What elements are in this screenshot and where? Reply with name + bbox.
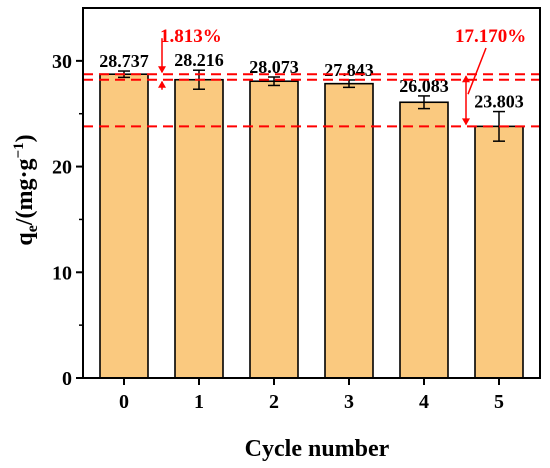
bar-1: [174, 78, 224, 379]
x-tick-label-2: 2: [269, 391, 279, 413]
value-label-2: 28.073: [249, 57, 299, 77]
bar-0: [99, 73, 149, 379]
y-tick-label-10: 10: [52, 262, 72, 284]
bar-3: [324, 82, 374, 379]
reference-lines-layer: [83, 73, 540, 128]
y-axis-title-main: q: [12, 232, 38, 246]
value-label-3: 27.843: [324, 60, 374, 80]
annotation-arrowhead-2-top: [462, 75, 470, 83]
value-label-5: 23.803: [474, 92, 524, 112]
y-tick-label-20: 20: [52, 157, 72, 179]
annotation-label-1: 1.813%: [160, 26, 222, 47]
value-labels-layer: 28.737 28.216 28.073 27.843 26.083 23.803: [99, 50, 524, 111]
y-axis-title: qe/(mg·g−1): [11, 134, 41, 245]
annotation-arrowhead-1-top: [158, 66, 166, 74]
y-axis-title-close: ): [12, 134, 38, 142]
y-axis-title-rest: /(mg·g: [12, 158, 38, 226]
value-label-0: 28.737: [99, 51, 149, 71]
bar-4: [399, 101, 449, 379]
y-axis-title-sup: −1: [11, 142, 27, 158]
bar-5: [474, 125, 524, 379]
annotation-label-2: 17.170%: [455, 26, 526, 47]
y-tick-label-0: 0: [62, 368, 72, 390]
x-tick-label-0: 0: [119, 391, 129, 413]
bar-2: [249, 80, 299, 379]
y-axis-title-sub: e: [24, 225, 41, 232]
x-tick-label-3: 3: [344, 391, 354, 413]
annotation-arrowhead-2-bottom: [462, 118, 470, 126]
axes-layer: 0 10 20 30 0 1 2 3 4 5: [52, 7, 541, 413]
value-label-1: 28.216: [174, 50, 224, 70]
x-tick-label-4: 4: [419, 391, 429, 413]
bars-layer: [99, 73, 524, 379]
y-tick-label-30: 30: [52, 51, 72, 73]
x-tick-label-1: 1: [194, 391, 204, 413]
plot-frame: [82, 7, 541, 379]
x-axis-title: Cycle number: [245, 436, 390, 462]
annotations-layer: 1.813% 17.170%: [158, 26, 526, 126]
x-tick-label-5: 5: [494, 391, 504, 413]
value-label-4: 26.083: [399, 76, 449, 96]
annotation-arrowhead-1-bottom: [158, 80, 166, 88]
annotation-leader-2: [467, 47, 487, 95]
